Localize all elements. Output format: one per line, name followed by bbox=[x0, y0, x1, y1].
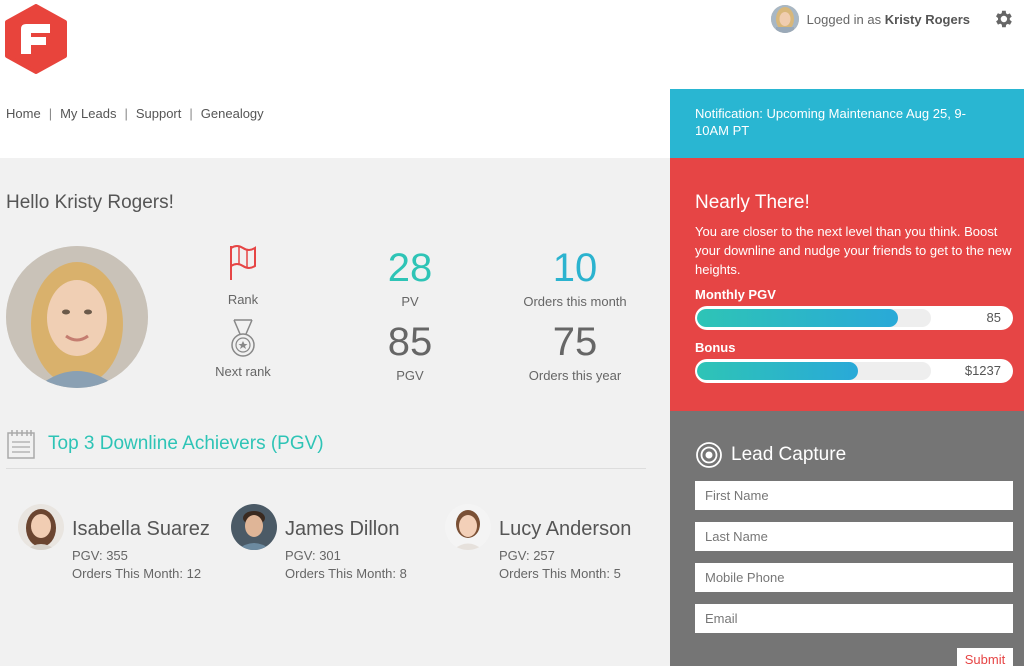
achiever-avatar bbox=[231, 504, 277, 550]
lead-capture-title: Lead Capture bbox=[731, 444, 847, 465]
orders-month-label: Orders this month bbox=[523, 294, 627, 309]
nearly-there-panel: Nearly There! You are closer to the next… bbox=[670, 158, 1024, 411]
pv-value: 28 bbox=[387, 246, 433, 290]
achiever-card[interactable]: Lucy Anderson PGV: 257 Orders This Month… bbox=[445, 504, 631, 583]
bonus-bar: $1237 bbox=[695, 359, 1013, 383]
achiever-pgv: PGV: 257 bbox=[499, 548, 555, 563]
top-nav: Home | My Leads | Support | Genealogy bbox=[6, 106, 264, 121]
monthly-pgv-value: 85 bbox=[986, 310, 1001, 325]
stat-orders-month: 10 Orders this month bbox=[505, 246, 645, 309]
stat-orders-year: 75 Orders this year bbox=[505, 320, 645, 383]
pv-label: PV bbox=[401, 294, 419, 309]
achiever-name: Lucy Anderson bbox=[499, 518, 632, 540]
notification-banner: Notification: Upcoming Maintenance Aug 2… bbox=[670, 89, 1024, 158]
stat-rank: Rank bbox=[173, 244, 313, 307]
email-field[interactable] bbox=[695, 604, 1013, 633]
next-rank-label: Next rank bbox=[215, 364, 271, 379]
achiever-name: James Dillon bbox=[285, 518, 400, 540]
user-menu[interactable]: Logged in as Kristy Rogers bbox=[770, 4, 1014, 34]
monthly-pgv-bar: 85 bbox=[695, 306, 1013, 330]
orders-year-label: Orders this year bbox=[528, 368, 622, 383]
rank-label: Rank bbox=[227, 292, 259, 307]
achievers-title: Top 3 Downline Achievers (PGV) bbox=[48, 433, 324, 454]
nav-my-leads[interactable]: My Leads bbox=[60, 106, 117, 121]
bonus-value: $1237 bbox=[964, 363, 1001, 378]
bonus-fill bbox=[697, 362, 859, 380]
nearly-text: You are closer to the next level than yo… bbox=[695, 224, 1012, 277]
stat-pv: 28 PV bbox=[340, 246, 480, 309]
lead-capture-header: Lead Capture bbox=[695, 441, 1012, 469]
achiever-pgv: PGV: 301 bbox=[285, 548, 341, 563]
notification-text: Notification: Upcoming Maintenance Aug 2… bbox=[695, 106, 966, 138]
target-icon bbox=[696, 442, 722, 468]
nav-genealogy[interactable]: Genealogy bbox=[200, 106, 264, 121]
flag-icon bbox=[230, 245, 256, 280]
user-name: Kristy Rogers bbox=[884, 11, 970, 27]
pgv-value: 85 bbox=[387, 320, 433, 364]
achiever-orders: Orders This Month: 5 bbox=[499, 566, 621, 581]
achiever-card[interactable]: Isabella Suarez PGV: 355 Orders This Mon… bbox=[18, 504, 210, 583]
mobile-phone-field[interactable] bbox=[695, 563, 1013, 592]
logged-in-text: Logged in as Kristy Rogers bbox=[806, 11, 970, 27]
medal-icon bbox=[231, 319, 255, 357]
nav-home[interactable]: Home bbox=[6, 106, 41, 121]
monthly-pgv-fill bbox=[697, 309, 899, 327]
nav-separator: | bbox=[124, 106, 128, 121]
monthly-pgv-label: Monthly PGV bbox=[695, 287, 776, 302]
achievers-header: Top 3 Downline Achievers (PGV) bbox=[6, 428, 324, 460]
achiever-avatar bbox=[445, 504, 491, 550]
gear-icon[interactable] bbox=[992, 8, 1014, 30]
submit-button[interactable]: Submit bbox=[957, 648, 1013, 666]
nav-separator: | bbox=[48, 106, 53, 121]
orders-year-value: 75 bbox=[552, 320, 598, 364]
pgv-label: PGV bbox=[396, 368, 424, 383]
calendar-icon bbox=[7, 430, 35, 459]
achiever-avatar bbox=[18, 504, 64, 550]
section-divider bbox=[6, 468, 646, 469]
profile-avatar bbox=[6, 246, 148, 388]
nav-support[interactable]: Support bbox=[135, 106, 182, 121]
achiever-card[interactable]: James Dillon PGV: 301 Orders This Month:… bbox=[231, 504, 407, 583]
brand-logo[interactable] bbox=[4, 4, 68, 74]
nearly-title: Nearly There! bbox=[695, 192, 810, 213]
user-avatar[interactable] bbox=[770, 5, 799, 33]
stat-next-rank: Next rank bbox=[173, 318, 313, 379]
achiever-orders: Orders This Month: 12 bbox=[72, 566, 202, 581]
achiever-name: Isabella Suarez bbox=[72, 518, 210, 540]
nav-separator: | bbox=[189, 106, 193, 121]
stat-pgv: 85 PGV bbox=[340, 320, 480, 383]
greeting: Hello Kristy Rogers! bbox=[6, 192, 174, 213]
first-name-field[interactable] bbox=[695, 481, 1013, 510]
bonus-label: Bonus bbox=[695, 340, 736, 355]
lead-capture-panel: Lead Capture Submit bbox=[670, 411, 1024, 666]
dashboard-panel: Hello Kristy Rogers! Rank Next rank bbox=[0, 158, 670, 666]
last-name-field[interactable] bbox=[695, 522, 1013, 551]
achiever-orders: Orders This Month: 8 bbox=[285, 566, 407, 581]
orders-month-value: 10 bbox=[552, 246, 598, 290]
achiever-pgv: PGV: 355 bbox=[72, 548, 128, 563]
